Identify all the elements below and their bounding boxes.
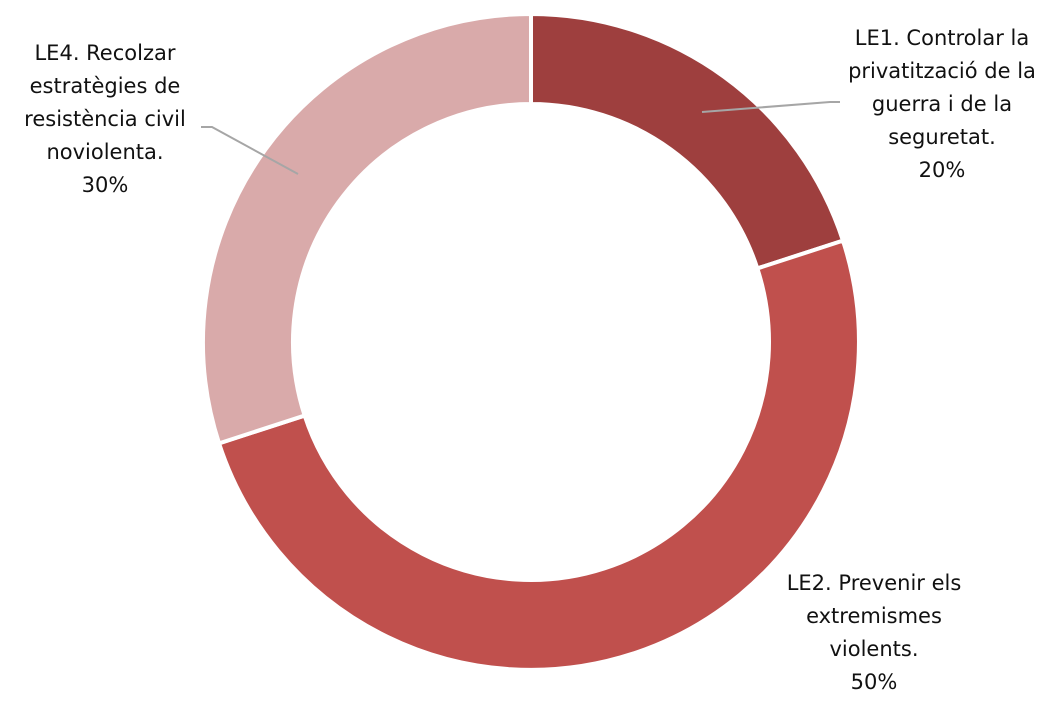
slice-label-line: guerra i de la bbox=[872, 92, 1012, 116]
slice-labels: LE1. Controlar la privatització de la guer… bbox=[24, 26, 1036, 694]
slice-label-1: LE1. Controlar la privatització de la guer… bbox=[848, 26, 1036, 182]
slice-label-line: LE1. Controlar la bbox=[855, 26, 1029, 50]
donut-slice-2 bbox=[216, 238, 861, 672]
slice-value-label: 20% bbox=[919, 158, 966, 182]
leader-lines bbox=[201, 101, 840, 175]
slice-label-line: extremismes bbox=[806, 604, 942, 628]
slice-label-line: violents. bbox=[829, 637, 918, 661]
slice-label-line: estratègies de bbox=[30, 74, 181, 98]
donut-slice-1 bbox=[529, 11, 846, 271]
slice-label-line: privatització de la bbox=[848, 59, 1036, 83]
slice-label-line: resistència civil bbox=[24, 107, 186, 131]
donut-slice-3 bbox=[201, 11, 533, 446]
slice-value-label: 30% bbox=[82, 173, 129, 197]
slice-label-3: LE4. Recolzar estratègies de resistència c… bbox=[24, 41, 186, 197]
slice-value-label: 50% bbox=[851, 670, 898, 694]
slice-label-line: seguretat. bbox=[888, 125, 996, 149]
slice-label-2: LE2. Prevenir els extremismes violents. 50% bbox=[787, 571, 962, 694]
leader-line-3 bbox=[201, 126, 299, 175]
slice-label-line: LE2. Prevenir els bbox=[787, 571, 962, 595]
donut-slices bbox=[201, 11, 861, 672]
leader-line-1 bbox=[701, 101, 840, 113]
slice-label-line: noviolenta. bbox=[46, 140, 163, 164]
slice-label-line: LE4. Recolzar bbox=[34, 41, 175, 65]
